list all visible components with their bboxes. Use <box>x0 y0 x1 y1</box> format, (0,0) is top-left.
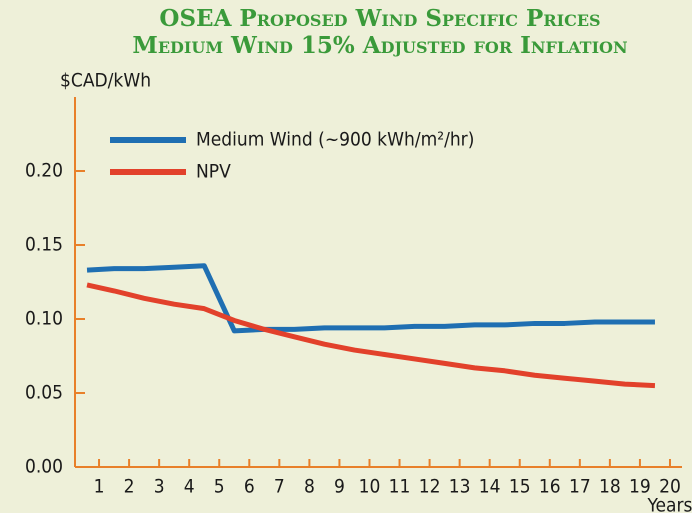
chart-subtitle: Medium Wind 15% Adjusted for Inflation <box>132 32 627 59</box>
x-tick-label: 3 <box>154 476 165 498</box>
x-tick-label: 6 <box>244 476 255 498</box>
x-tick-label: 9 <box>334 476 345 498</box>
x-tick-label: 15 <box>509 476 531 498</box>
x-tick-label: 7 <box>274 476 285 498</box>
x-tick-label: 2 <box>124 476 135 498</box>
x-axis-label: Years <box>647 495 692 513</box>
legend-label: Medium Wind (~900 kWh/m²/hr) <box>196 129 474 151</box>
y-tick-label: 0.15 <box>25 234 63 256</box>
x-tick-label: 5 <box>214 476 225 498</box>
x-tick-label: 8 <box>304 476 315 498</box>
x-tick-label: 10 <box>359 476 381 498</box>
x-tick-label: 1 <box>94 476 105 498</box>
x-tick-label: 16 <box>539 476 561 498</box>
x-tick-label: 18 <box>599 476 621 498</box>
x-tick-label: 17 <box>569 476 591 498</box>
x-tick-label: 4 <box>184 476 195 498</box>
x-tick-label: 11 <box>389 476 411 498</box>
y-tick-label: 0.00 <box>25 456 63 478</box>
y-tick-label: 0.20 <box>25 160 63 182</box>
x-tick-label: 14 <box>479 476 501 498</box>
legend-label: NPV <box>196 161 231 183</box>
y-tick-label: 0.05 <box>25 382 63 404</box>
x-tick-label: 12 <box>419 476 441 498</box>
x-tick-label: 20 <box>659 476 681 498</box>
x-tick-label: 13 <box>449 476 471 498</box>
y-axis-label: $CAD/kWh <box>60 70 151 92</box>
chart-title: OSEA Proposed Wind Specific Prices <box>159 5 600 32</box>
x-tick-label: 19 <box>629 476 651 498</box>
y-tick-label: 0.10 <box>25 308 63 330</box>
data-line <box>86 263 655 334</box>
data-line <box>86 282 656 389</box>
